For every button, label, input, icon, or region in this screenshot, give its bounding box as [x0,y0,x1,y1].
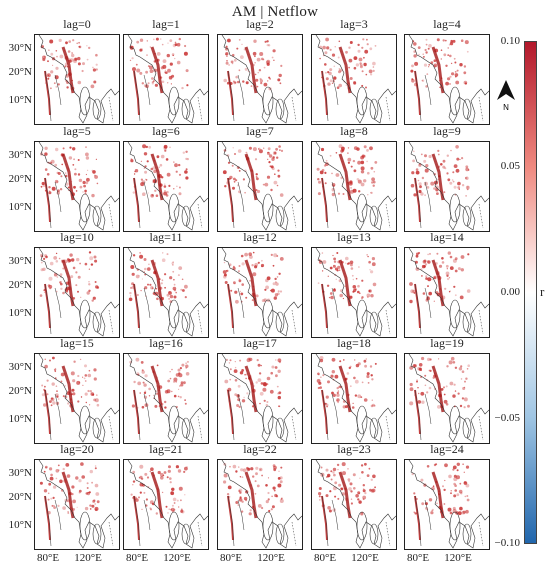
panel-label: lag=11 [149,230,183,244]
panel-label: lag=13 [337,230,371,244]
map-panel [217,247,303,338]
panel-label: lag=19 [430,336,464,350]
lat-tick: 30°N [8,149,32,161]
lat-tick: 20°N [8,66,32,78]
map-panel [34,459,120,550]
panel-label: lag=6 [152,124,180,138]
colorbar-tick: 0.10 [500,35,520,47]
map-panel [217,141,303,232]
lat-tick: 30°N [8,255,32,267]
panel-label: lag=10 [60,230,94,244]
panel-label: lag=9 [433,124,461,138]
map-panel [404,141,490,232]
lat-tick: 20°N [8,279,32,291]
map-panel [34,247,120,338]
map-panel [311,459,397,550]
panel-label: lag=7 [246,124,274,138]
map-panel [217,34,303,125]
lat-tick: 10°N [8,307,32,319]
map-panel [34,141,120,232]
lat-tick: 20°N [8,491,32,503]
panel-label: lag=12 [243,230,277,244]
panel-label: lag=18 [337,336,371,350]
lat-tick: 30°N [8,42,32,54]
map-panel [311,247,397,338]
lon-tick: 120°E [163,552,191,564]
panel-label: lag=5 [63,124,91,138]
lon-tick: 80°E [406,552,430,564]
lat-tick: 10°N [8,413,32,425]
map-panel [34,353,120,444]
lon-tick: 80°E [125,552,149,564]
map-panel [123,459,209,550]
lon-tick: 120°E [74,552,102,564]
map-panel [404,247,490,338]
lon-tick: 120°E [444,552,472,564]
lat-tick: 10°N [8,201,32,213]
lon-tick: 80°E [219,552,243,564]
lon-tick: 120°E [257,552,285,564]
map-panel [217,353,303,444]
lon-tick: 120°E [351,552,379,564]
panel-label: lag=4 [433,17,461,31]
colorbar-tick: −0.10 [494,537,520,549]
panel-label: lag=21 [149,442,183,456]
panel-label: lag=0 [63,17,91,31]
colorbar-tick: 0.00 [500,286,520,298]
map-panel [34,34,120,125]
map-panel [123,247,209,338]
map-panel [217,459,303,550]
panel-label: lag=2 [246,17,274,31]
lat-tick: 10°N [8,94,32,106]
panel-label: lag=14 [430,230,464,244]
map-panel [404,459,490,550]
map-panel [311,34,397,125]
map-panel [123,353,209,444]
panel-label: lag=17 [243,336,277,350]
colorbar-tick: −0.05 [494,412,520,424]
colorbar-label: r [540,284,545,299]
panel-label: lag=20 [60,442,94,456]
panel-label: lag=16 [149,336,183,350]
lon-tick: 80°E [36,552,60,564]
lon-tick: 80°E [313,552,337,564]
map-panel [404,34,490,125]
north-label: N [503,103,509,112]
panel-label: lag=22 [243,442,277,456]
lat-tick: 20°N [8,173,32,185]
lat-tick: 20°N [8,385,32,397]
map-panel [311,353,397,444]
map-panel [404,353,490,444]
map-panel [123,141,209,232]
map-panel [123,34,209,125]
lat-tick: 10°N [8,519,32,531]
figure-title: AM | Netflow [231,4,319,20]
lat-tick: 30°N [8,467,32,479]
map-panel [311,141,397,232]
panel-label: lag=23 [337,442,371,456]
lat-tick: 30°N [8,361,32,373]
panel-label: lag=24 [430,442,464,456]
north-arrow-icon: N [494,78,518,112]
colorbar-tick: 0.05 [500,160,520,172]
colorbar [524,41,537,544]
panel-label: lag=8 [340,124,368,138]
panel-label: lag=15 [60,336,94,350]
panel-label: lag=1 [152,17,180,31]
panel-label: lag=3 [340,17,368,31]
